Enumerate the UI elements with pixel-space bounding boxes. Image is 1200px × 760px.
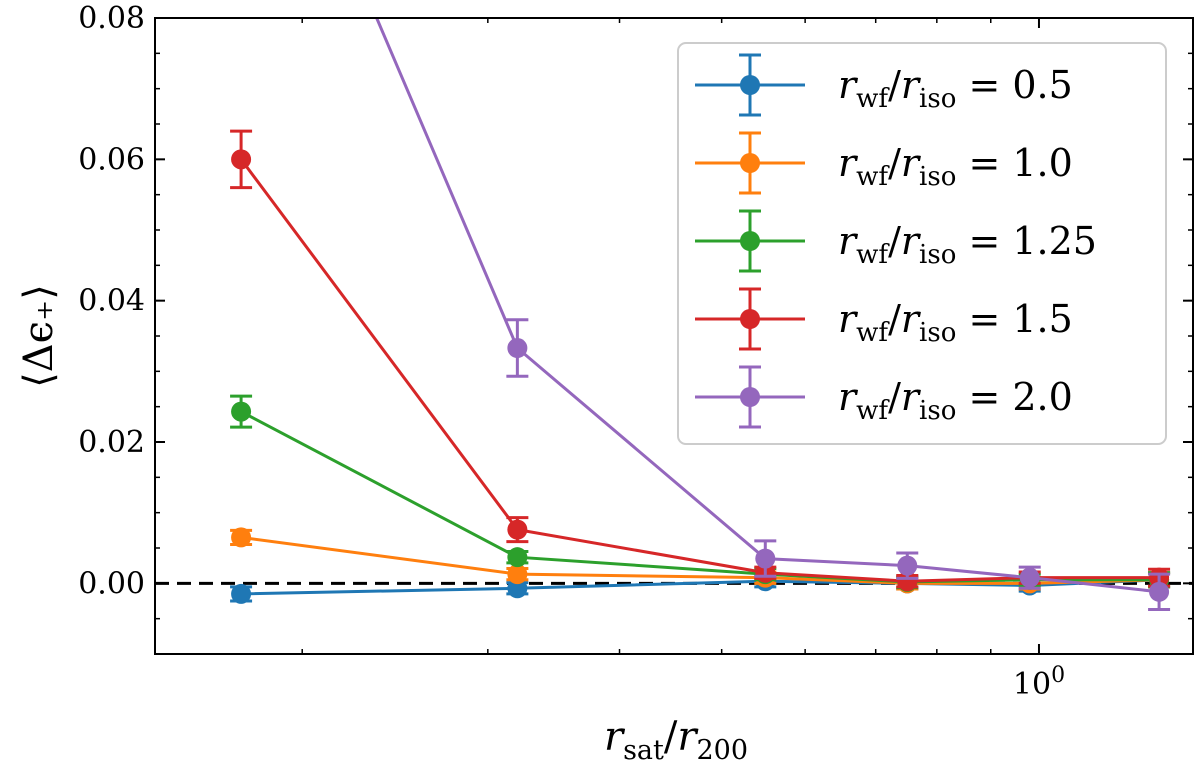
data-point (231, 583, 252, 604)
data-point (897, 571, 918, 592)
data-point (231, 401, 252, 422)
legend-marker (740, 309, 760, 329)
legend-label: rwf/riso = 0.5 (838, 63, 1073, 114)
axis-ticks: 0.00 0.02 0.04 0.06 0.08 (78, 1, 1193, 655)
y-axis-label: ⟨Δϵ₊⟩ (16, 284, 62, 388)
y-tick-label: 0.00 (78, 566, 145, 601)
data-point (507, 547, 528, 568)
legend-entry: rwf/riso = 0.5 (695, 53, 1073, 117)
plot-frame (154, 17, 1194, 655)
y-tick-label: 0.08 (78, 1, 145, 36)
data-point (507, 519, 528, 540)
data-point (231, 149, 252, 170)
x-tick-label-major: 100 (1013, 663, 1065, 702)
y-tick-label: 0.04 (78, 284, 145, 319)
legend-label: rwf/riso = 1.25 (838, 219, 1097, 270)
data-point (755, 548, 776, 569)
data-point (1149, 581, 1170, 602)
legend-label: rwf/riso = 1.5 (838, 297, 1073, 348)
series-line (240, 535, 1160, 585)
series-2.0 (375, 18, 1171, 611)
series-line (375, 18, 1160, 594)
series-line (241, 578, 1160, 596)
legend-marker (740, 231, 760, 251)
data-point (507, 564, 528, 585)
legend-marker (740, 75, 760, 95)
x-axis-label: rsat/r200 (604, 714, 748, 760)
legend-entry: rwf/riso = 1.5 (695, 287, 1073, 351)
legend-label: rwf/riso = 2.0 (838, 375, 1073, 426)
legend-entry: rwf/riso = 1.0 (695, 131, 1073, 195)
legend-entry: rwf/riso = 2.0 (695, 365, 1073, 429)
legend-box (677, 42, 1167, 445)
y-tick-label: 0.06 (78, 142, 145, 177)
data-point (507, 338, 528, 359)
plot-area (155, 18, 1193, 611)
legend-marker (740, 153, 760, 173)
data-point (231, 527, 252, 548)
legend-label: rwf/riso = 1.0 (838, 141, 1073, 192)
legend-marker (740, 387, 760, 407)
legend-entry: rwf/riso = 1.25 (695, 209, 1097, 273)
y-tick-label: 0.02 (78, 425, 145, 460)
data-point (1019, 567, 1040, 588)
data-point (897, 555, 918, 576)
series-line (239, 158, 1160, 583)
legend: rwf/riso = 0.5 rwf/riso = 1.0 rwf/riso = 1… (677, 42, 1167, 445)
data-point (507, 578, 528, 599)
